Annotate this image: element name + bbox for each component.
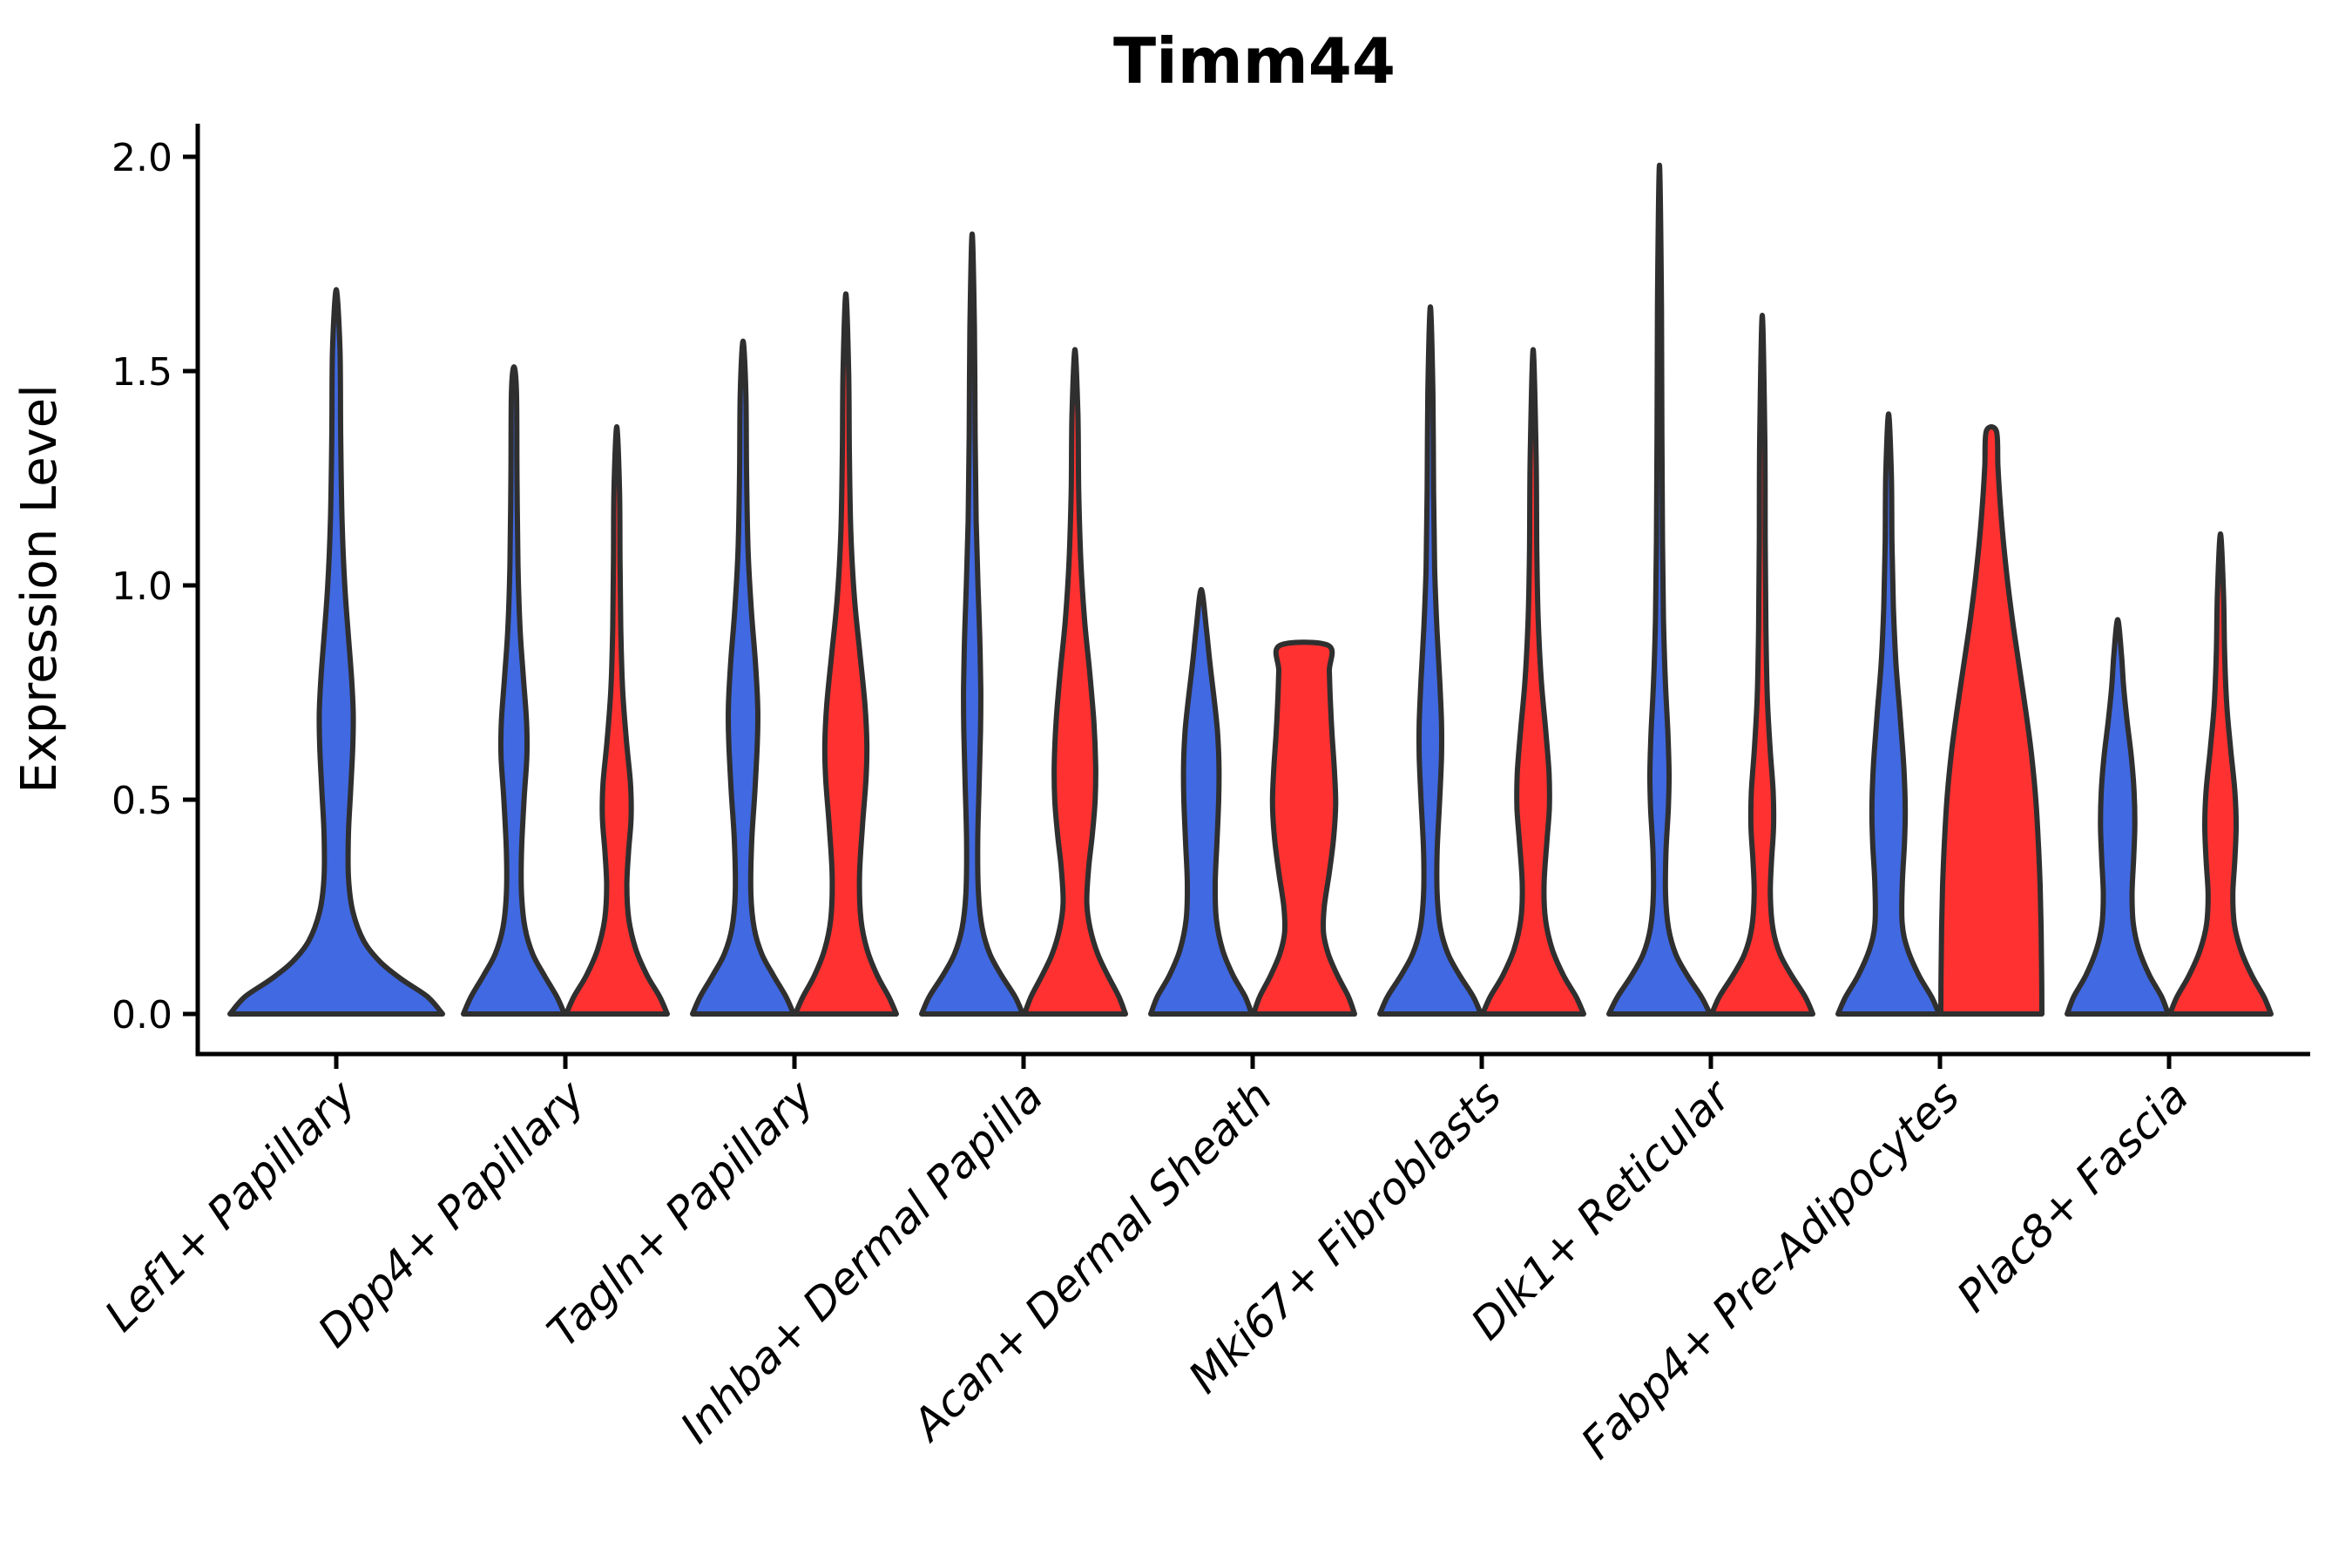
- y-tick-label: 1.5: [112, 350, 172, 395]
- violin-acan-dermal-sheath-red: [1251, 639, 1357, 1017]
- violin-acan-dermal-sheath-blue: [1148, 586, 1254, 1017]
- y-tick-label: 1.0: [112, 564, 172, 609]
- violin-mki67-fibroblasts-red: [1480, 347, 1586, 1017]
- violin-fabp4-pre-adipocytes-red: [1938, 423, 2044, 1017]
- violin-lef1-papillary-blue: [227, 287, 445, 1017]
- y-tick-label: 0.5: [112, 779, 172, 823]
- violin-inhba-dermal-papilla-blue: [919, 231, 1025, 1017]
- violin-plac8-fascia-blue: [2065, 617, 2171, 1017]
- violin-dlk1-reticular-blue: [1606, 162, 1713, 1017]
- chart-title: Timm44: [1113, 24, 1396, 98]
- x-category-label-plac8-fascia: Plac8+ Fascia: [1948, 1071, 2199, 1321]
- violin-dpp4-papillary-blue: [461, 364, 567, 1017]
- x-category-label-lef1-papillary: Lef1+ Papillary: [95, 1070, 366, 1341]
- violin-dlk1-reticular-red: [1709, 313, 1815, 1017]
- violin-mki67-fibroblasts-blue: [1377, 304, 1484, 1017]
- y-tick-label: 2.0: [112, 136, 172, 180]
- y-axis-label: Expression Level: [11, 384, 68, 794]
- violin-inhba-dermal-papilla-red: [1022, 347, 1128, 1017]
- y-tick-label: 0.0: [112, 993, 172, 1037]
- violin-plac8-fascia-red: [2167, 531, 2274, 1017]
- violin-fabp4-pre-adipocytes-blue: [1835, 411, 1942, 1017]
- x-category-label-inhba-dermal-papilla: Inhba+ Dermal Papilla: [671, 1071, 1052, 1452]
- violins-layer: [227, 162, 2274, 1017]
- x-category-label-fabp4-pre-adipocytes: Fabp4+ Pre-Adipocytes: [1571, 1071, 1970, 1469]
- x-category-label-acan-dermal-sheath: Acan+ Dermal Sheath: [902, 1071, 1282, 1451]
- violin-tagln-papillary-red: [793, 291, 899, 1017]
- violin-dpp4-papillary-red: [564, 424, 670, 1017]
- violin-tagln-papillary-blue: [690, 338, 796, 1017]
